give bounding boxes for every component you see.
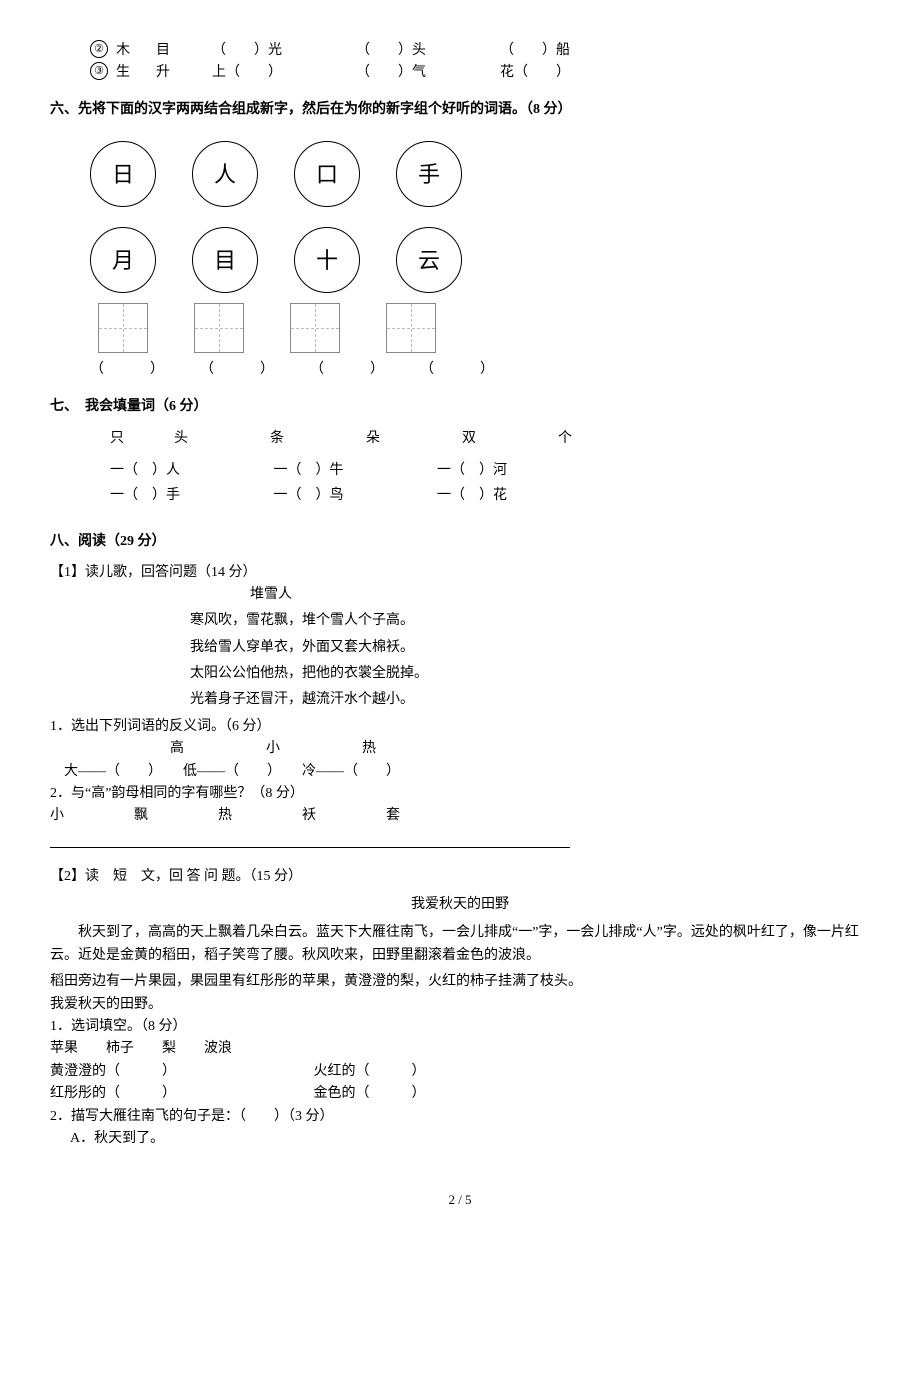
circle-row-1: 日 人 口 手 xyxy=(50,141,870,207)
paren-3: （ ） xyxy=(310,359,374,381)
r1-q2-stem: 2．与“高”韵母相同的字有哪些？（8 分） xyxy=(50,783,870,805)
r2-q1-line1: 黄澄澄的（ ） 火红的（ ） xyxy=(50,1061,870,1083)
r1-q1-blanks: 大——（ ） 低——（ ） 冷——（ ） xyxy=(50,761,870,783)
poem-title: 堆雪人 xyxy=(50,584,870,606)
section-6-title: 六、先将下面的汉字两两结合组成新字，然后在为你的新字组个好听的词语。（8 分） xyxy=(50,99,870,121)
char-sheng-rise: 升 xyxy=(156,62,208,84)
fill-qi: （ ）气 xyxy=(356,62,496,84)
answer-line xyxy=(50,830,570,848)
circle-shou: 手 xyxy=(396,141,462,207)
r2-q1-stem: 1．选词填空。（8 分） xyxy=(50,1016,870,1038)
blank-huangdengdeng: 黄澄澄的（ ） xyxy=(50,1061,310,1083)
circle-ri: 日 xyxy=(90,141,156,207)
tian-box-4 xyxy=(386,303,436,353)
r2-q2-stem: 2．描写大雁往南飞的句子是：（ ）（3 分） xyxy=(50,1106,870,1128)
row-2: ② 木 目 （ ）光 （ ）头 （ ）船 xyxy=(90,40,870,62)
measure-line-2: 一（ ）手 一（ ）鸟 一（ ）花 xyxy=(110,485,870,507)
r2-q2-opt-a: A．秋天到了。 xyxy=(50,1128,870,1150)
poem-line-1: 寒风吹，雪花飘，堆个雪人个子高。 xyxy=(50,610,870,632)
fill-tou: （ ）头 xyxy=(356,40,496,62)
mw-hua: 一（ ）花 xyxy=(437,485,597,507)
passage-para-2: 稻田旁边有一片果园，果园里有红彤彤的苹果，黄澄澄的梨，火红的柿子挂满了枝头。 xyxy=(50,971,870,993)
circle-ren: 人 xyxy=(192,141,258,207)
fill-hua: 花（ ） xyxy=(500,62,640,84)
poem-line-4: 光着身子还冒汗，越流汗水个越小。 xyxy=(50,689,870,711)
tian-box-2 xyxy=(194,303,244,353)
mw-he: 一（ ）河 xyxy=(437,460,597,482)
measure-blanks: 一（ ）人 一（ ）牛 一（ ）河 一（ ）手 一（ ）鸟 一（ ）花 xyxy=(50,460,870,507)
circle-yue: 月 xyxy=(90,227,156,293)
mw-niu: 一（ ）牛 xyxy=(274,460,434,482)
char-sheng-life: 生 xyxy=(116,62,152,84)
page-number: 2 / 5 xyxy=(50,1190,870,1211)
row-3: ③ 生 升 上（ ） （ ）气 花（ ） xyxy=(90,62,870,84)
reading-1-head: 【1】读儿歌，回答问题（14 分） xyxy=(50,562,870,584)
tian-box-1 xyxy=(98,303,148,353)
mw-ren: 一（ ）人 xyxy=(110,460,270,482)
reading-2-head: 【2】读 短 文，回 答 问 题。（15 分） xyxy=(50,866,870,888)
passage-title: 我爱秋天的田野 xyxy=(50,894,870,916)
circle-kou: 口 xyxy=(294,141,360,207)
paren-row: （ ） （ ） （ ） （ ） xyxy=(50,359,870,381)
mw-niao: 一（ ）鸟 xyxy=(274,485,434,507)
r1-q1-words: 高 小 热 xyxy=(50,738,870,760)
paren-1: （ ） xyxy=(90,359,154,381)
r2-q1-words: 苹果 柿子 梨 波浪 xyxy=(50,1038,870,1060)
paren-4: （ ） xyxy=(420,359,484,381)
circle-yun: 云 xyxy=(396,227,462,293)
circle-row-2: 月 目 十 云 xyxy=(50,227,870,293)
r1-q2-words: 小 飘 热 袄 套 xyxy=(50,805,870,827)
r1-q1-stem: 1．选出下列词语的反义词。（6 分） xyxy=(50,716,870,738)
measure-word-bank: 只 头 条 朵 双 个 xyxy=(50,428,870,450)
paren-2: （ ） xyxy=(200,359,264,381)
fill-chuan: （ ）船 xyxy=(500,40,640,62)
section-8-title: 八、阅读（29 分） xyxy=(50,531,870,553)
tian-boxes-row xyxy=(50,303,870,353)
section-7-title: 七、 我会填量词（6 分） xyxy=(50,396,870,418)
fill-guang: （ ）光 xyxy=(212,40,352,62)
passage-para-3: 我爱秋天的田野。 xyxy=(50,994,870,1016)
blank-jinse: 金色的（ ） xyxy=(314,1086,426,1101)
char-mu-wood: 木 xyxy=(116,40,152,62)
circle-shi: 十 xyxy=(294,227,360,293)
blank-hongtongtong: 红彤彤的（ ） xyxy=(50,1083,310,1105)
mw-shou: 一（ ）手 xyxy=(110,485,270,507)
poem-line-2: 我给雪人穿单衣，外面又套大棉袄。 xyxy=(50,637,870,659)
measure-line-1: 一（ ）人 一（ ）牛 一（ ）河 xyxy=(110,460,870,482)
char-mu-eye: 目 xyxy=(156,40,208,62)
circled-num-2: ② xyxy=(90,40,108,58)
r2-q1-line2: 红彤彤的（ ） 金色的（ ） xyxy=(50,1083,870,1105)
passage-para-1: 秋天到了，高高的天上飘着几朵白云。蓝天下大雁往南飞，一会儿排成“一”字，一会儿排… xyxy=(50,922,870,967)
top-exercise: ② 木 目 （ ）光 （ ）头 （ ）船 ③ 生 升 上（ ） （ ）气 花（ … xyxy=(50,40,870,85)
fill-shang: 上（ ） xyxy=(212,62,352,84)
poem-line-3: 太阳公公怕他热，把他的衣裳全脱掉。 xyxy=(50,663,870,685)
circled-num-3: ③ xyxy=(90,62,108,80)
circle-mu: 目 xyxy=(192,227,258,293)
tian-box-3 xyxy=(290,303,340,353)
blank-huohong: 火红的（ ） xyxy=(314,1064,426,1079)
